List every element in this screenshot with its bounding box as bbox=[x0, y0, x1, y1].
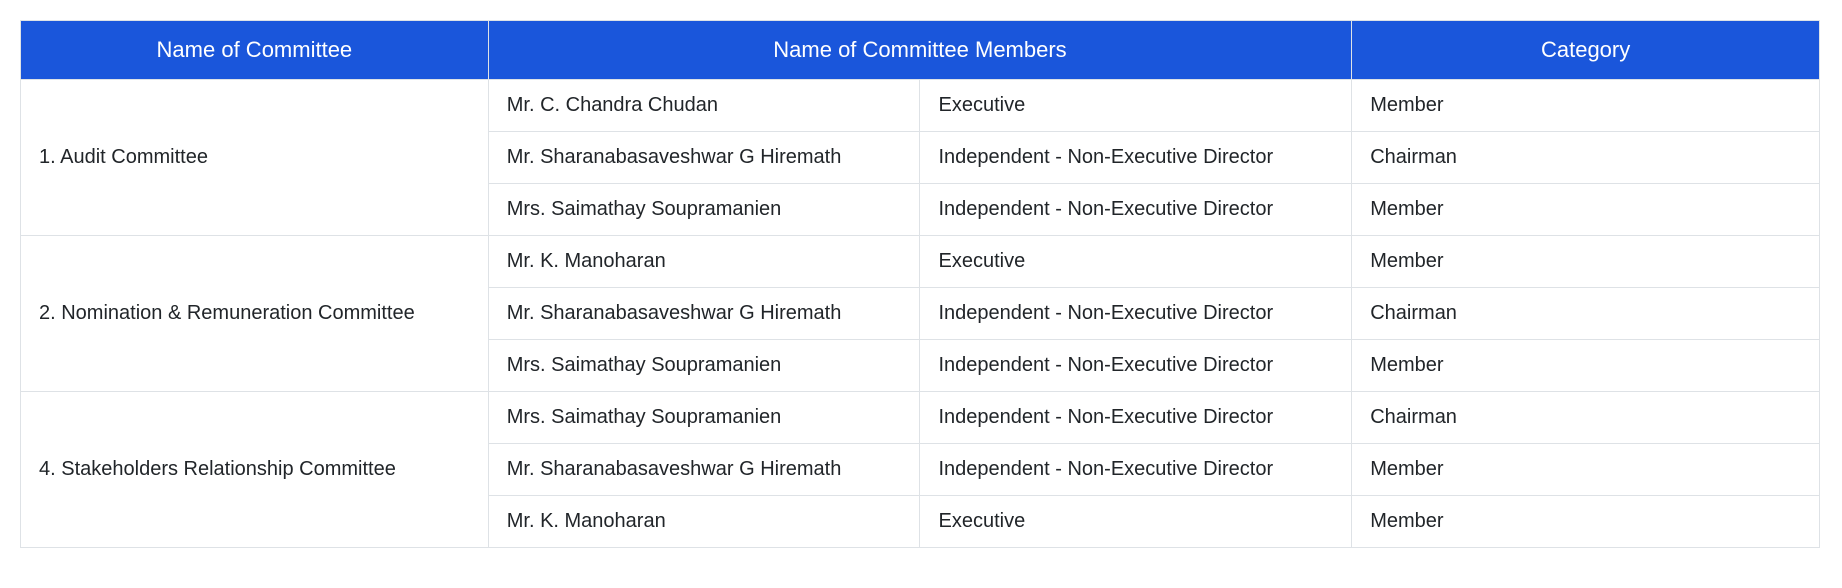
cell-member: Mr. C. Chandra Chudan bbox=[488, 80, 920, 132]
cell-committee: 1. Audit Committee bbox=[21, 80, 489, 236]
cell-member: Mrs. Saimathay Soupramanien bbox=[488, 392, 920, 444]
cell-role: Independent - Non-Executive Director bbox=[920, 184, 1352, 236]
cell-category: Chairman bbox=[1352, 288, 1820, 340]
cell-category: Member bbox=[1352, 340, 1820, 392]
table-header: Name of Committee Name of Committee Memb… bbox=[21, 21, 1820, 80]
cell-role: Executive bbox=[920, 496, 1352, 548]
table-row: 4. Stakeholders Relationship Committee M… bbox=[21, 392, 1820, 444]
cell-category: Chairman bbox=[1352, 132, 1820, 184]
cell-committee: 4. Stakeholders Relationship Committee bbox=[21, 392, 489, 548]
table-row: 1. Audit Committee Mr. C. Chandra Chudan… bbox=[21, 80, 1820, 132]
cell-category: Member bbox=[1352, 236, 1820, 288]
cell-role: Executive bbox=[920, 236, 1352, 288]
cell-role: Independent - Non-Executive Director bbox=[920, 392, 1352, 444]
cell-member: Mr. K. Manoharan bbox=[488, 236, 920, 288]
table-row: 2. Nomination & Remuneration Committee M… bbox=[21, 236, 1820, 288]
cell-member: Mr. K. Manoharan bbox=[488, 496, 920, 548]
cell-category: Member bbox=[1352, 80, 1820, 132]
committee-table: Name of Committee Name of Committee Memb… bbox=[20, 20, 1820, 548]
cell-role: Executive bbox=[920, 80, 1352, 132]
cell-role: Independent - Non-Executive Director bbox=[920, 444, 1352, 496]
cell-member: Mrs. Saimathay Soupramanien bbox=[488, 184, 920, 236]
header-committee: Name of Committee bbox=[21, 21, 489, 80]
header-category: Category bbox=[1352, 21, 1820, 80]
table-body: 1. Audit Committee Mr. C. Chandra Chudan… bbox=[21, 80, 1820, 548]
cell-member: Mr. Sharanabasaveshwar G Hiremath bbox=[488, 444, 920, 496]
cell-category: Chairman bbox=[1352, 392, 1820, 444]
cell-member: Mrs. Saimathay Soupramanien bbox=[488, 340, 920, 392]
cell-role: Independent - Non-Executive Director bbox=[920, 288, 1352, 340]
cell-category: Member bbox=[1352, 496, 1820, 548]
cell-committee: 2. Nomination & Remuneration Committee bbox=[21, 236, 489, 392]
table-header-row: Name of Committee Name of Committee Memb… bbox=[21, 21, 1820, 80]
cell-member: Mr. Sharanabasaveshwar G Hiremath bbox=[488, 132, 920, 184]
cell-member: Mr. Sharanabasaveshwar G Hiremath bbox=[488, 288, 920, 340]
committee-table-wrap: Name of Committee Name of Committee Memb… bbox=[20, 20, 1820, 548]
header-members: Name of Committee Members bbox=[488, 21, 1352, 80]
cell-category: Member bbox=[1352, 444, 1820, 496]
cell-category: Member bbox=[1352, 184, 1820, 236]
cell-role: Independent - Non-Executive Director bbox=[920, 132, 1352, 184]
cell-role: Independent - Non-Executive Director bbox=[920, 340, 1352, 392]
